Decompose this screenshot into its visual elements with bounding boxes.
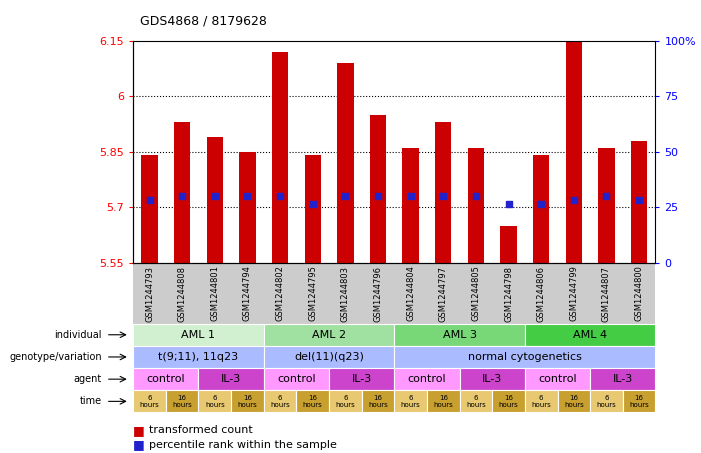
Text: ■: ■ <box>133 424 145 437</box>
Point <box>405 193 416 200</box>
Text: AML 4: AML 4 <box>573 330 607 340</box>
Bar <box>402 148 418 263</box>
Bar <box>631 141 647 263</box>
Text: IL-3: IL-3 <box>482 374 503 384</box>
Text: control: control <box>147 374 185 384</box>
Point <box>634 196 645 203</box>
Text: GDS4868 / 8179628: GDS4868 / 8179628 <box>140 14 267 27</box>
Text: 16
hours: 16 hours <box>433 395 453 408</box>
Text: individual: individual <box>54 330 102 340</box>
Point <box>601 193 612 200</box>
Bar <box>239 152 256 263</box>
Text: del(11)(q23): del(11)(q23) <box>294 352 364 362</box>
Bar <box>174 122 190 263</box>
Bar <box>304 155 321 263</box>
Point <box>372 193 383 200</box>
Point <box>437 193 449 200</box>
Text: normal cytogenetics: normal cytogenetics <box>468 352 582 362</box>
Text: 16
hours: 16 hours <box>498 395 519 408</box>
Point <box>340 193 351 200</box>
Bar <box>207 137 223 263</box>
Point <box>177 193 188 200</box>
Bar <box>272 52 288 263</box>
Text: 6
hours: 6 hours <box>401 395 421 408</box>
Text: t(9;11), 11q23: t(9;11), 11q23 <box>158 352 238 362</box>
Point <box>242 193 253 200</box>
Text: 16
hours: 16 hours <box>303 395 322 408</box>
Bar <box>501 226 517 263</box>
Text: AML 2: AML 2 <box>312 330 346 340</box>
Point <box>275 193 286 200</box>
Text: ■: ■ <box>133 439 145 451</box>
Point <box>470 193 482 200</box>
Text: agent: agent <box>74 374 102 384</box>
Text: 16
hours: 16 hours <box>368 395 388 408</box>
Text: 6
hours: 6 hours <box>597 395 616 408</box>
Bar <box>599 148 615 263</box>
Text: 6
hours: 6 hours <box>531 395 551 408</box>
Text: IL-3: IL-3 <box>613 374 633 384</box>
Text: control: control <box>277 374 315 384</box>
Text: 6
hours: 6 hours <box>336 395 355 408</box>
Text: AML 1: AML 1 <box>182 330 215 340</box>
Bar <box>533 155 550 263</box>
Bar <box>142 155 158 263</box>
Text: 16
hours: 16 hours <box>629 395 649 408</box>
Point <box>503 200 514 207</box>
Text: AML 3: AML 3 <box>442 330 477 340</box>
Text: transformed count: transformed count <box>149 425 252 435</box>
Text: 16
hours: 16 hours <box>238 395 257 408</box>
Text: IL-3: IL-3 <box>221 374 241 384</box>
Text: 6
hours: 6 hours <box>466 395 486 408</box>
Point <box>536 200 547 207</box>
Bar <box>337 63 353 263</box>
Text: percentile rank within the sample: percentile rank within the sample <box>149 440 336 450</box>
Point <box>144 196 155 203</box>
Text: IL-3: IL-3 <box>351 374 372 384</box>
Text: 6
hours: 6 hours <box>205 395 224 408</box>
Bar <box>566 41 582 263</box>
Text: 6
hours: 6 hours <box>139 395 159 408</box>
Text: time: time <box>79 396 102 406</box>
Text: 16
hours: 16 hours <box>564 395 584 408</box>
Text: 6
hours: 6 hours <box>270 395 290 408</box>
Text: control: control <box>408 374 447 384</box>
Text: 16
hours: 16 hours <box>172 395 192 408</box>
Bar <box>435 122 451 263</box>
Point <box>307 200 318 207</box>
Point <box>209 193 220 200</box>
Text: genotype/variation: genotype/variation <box>9 352 102 362</box>
Point <box>569 196 580 203</box>
Text: control: control <box>538 374 577 384</box>
Bar <box>468 148 484 263</box>
Bar <box>370 115 386 263</box>
